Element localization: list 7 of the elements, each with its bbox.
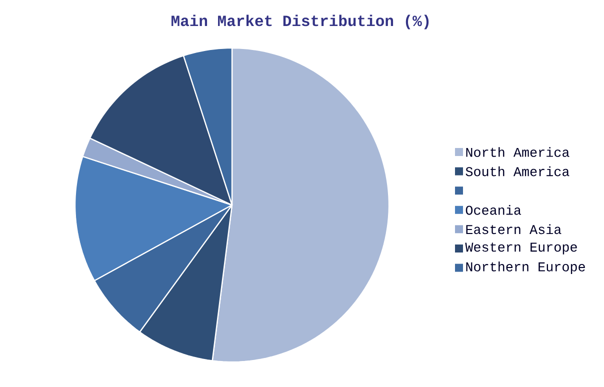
legend-label: North America (466, 147, 570, 157)
legend-label: Oceania (466, 204, 522, 215)
legend-label: Northern Europe (466, 262, 585, 274)
legend-label: South America (466, 166, 570, 176)
legend-label: Western Europe (465, 242, 577, 254)
legend-label: Eastern Asia (466, 224, 562, 234)
chart-title: Main Market Distribution (%) (172, 14, 429, 30)
